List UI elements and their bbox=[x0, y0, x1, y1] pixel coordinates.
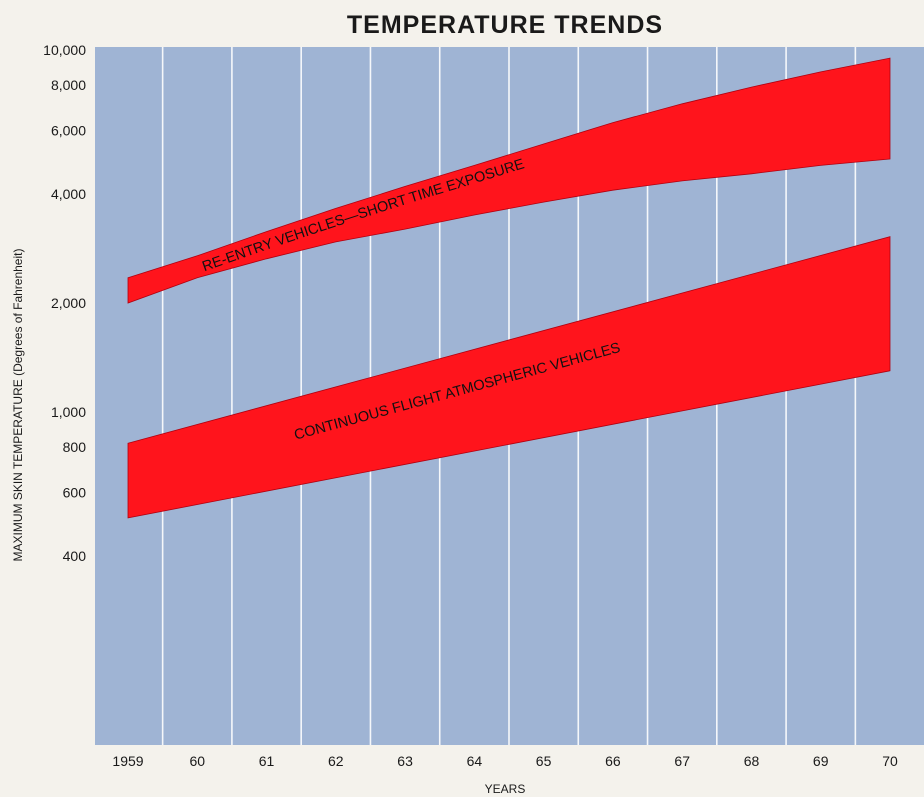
x-tick-label: 61 bbox=[259, 753, 275, 769]
x-axis-ticks: 1959 60 61 62 63 64 65 66 67 68 69 70 bbox=[112, 753, 898, 769]
y-tick-label: 2,000 bbox=[51, 295, 86, 311]
x-tick-label: 1959 bbox=[112, 753, 143, 769]
x-tick-label: 67 bbox=[674, 753, 690, 769]
y-tick-label: 6,000 bbox=[51, 122, 86, 138]
y-tick-label: 1,000 bbox=[51, 404, 86, 420]
x-tick-label: 64 bbox=[467, 753, 483, 769]
y-tick-label: 8,000 bbox=[51, 77, 86, 93]
y-tick-label: 4,000 bbox=[51, 186, 86, 202]
series-band-1 bbox=[127, 57, 891, 304]
x-tick-label: 63 bbox=[397, 753, 413, 769]
x-axis-label: YEARS bbox=[485, 782, 526, 796]
y-axis-ticks: 400 600 800 1,000 2,000 4,000 6,000 8,000 10,000 bbox=[43, 42, 86, 564]
y-tick-label: 600 bbox=[63, 484, 87, 500]
y-tick-label: 400 bbox=[63, 548, 87, 564]
x-tick-label: 60 bbox=[190, 753, 206, 769]
y-axis-label: MAXIMUM SKIN TEMPERATURE (Degrees of Fah… bbox=[11, 249, 25, 562]
x-tick-label: 62 bbox=[328, 753, 344, 769]
x-tick-label: 69 bbox=[813, 753, 829, 769]
x-tick-label: 65 bbox=[536, 753, 552, 769]
x-tick-label: 66 bbox=[605, 753, 621, 769]
x-tick-label: 70 bbox=[882, 753, 898, 769]
series-band-2 bbox=[127, 236, 891, 519]
y-tick-label: 800 bbox=[63, 439, 87, 455]
chart-title: TEMPERATURE TRENDS bbox=[347, 11, 663, 39]
y-tick-label: 10,000 bbox=[43, 42, 86, 58]
x-tick-label: 68 bbox=[744, 753, 760, 769]
